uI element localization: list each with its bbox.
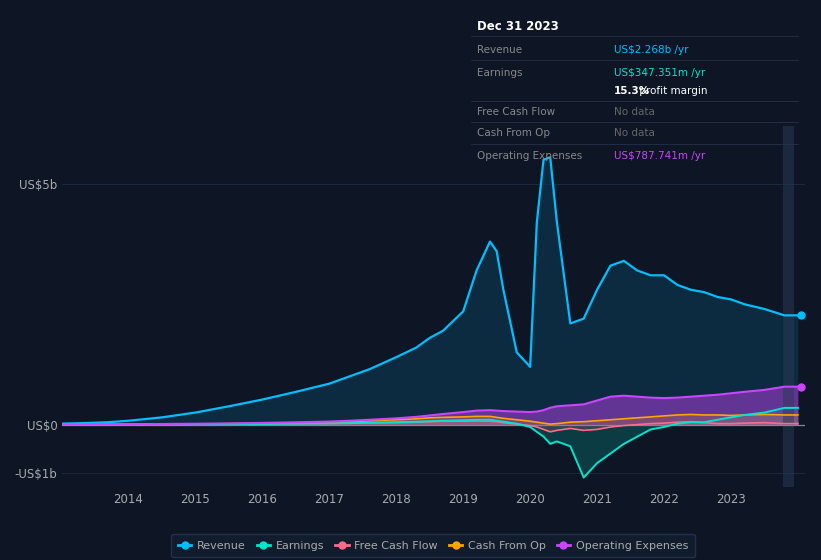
Text: Dec 31 2023: Dec 31 2023 — [478, 20, 559, 33]
Text: US$2.268b /yr: US$2.268b /yr — [614, 44, 688, 54]
Text: US$787.741m /yr: US$787.741m /yr — [614, 151, 705, 161]
Text: Cash From Op: Cash From Op — [478, 128, 551, 138]
Text: Revenue: Revenue — [478, 44, 523, 54]
Text: 15.3%: 15.3% — [614, 86, 650, 96]
Text: No data: No data — [614, 107, 654, 116]
Text: profit margin: profit margin — [636, 86, 708, 96]
Text: US$347.351m /yr: US$347.351m /yr — [614, 68, 705, 78]
Text: Free Cash Flow: Free Cash Flow — [478, 107, 556, 116]
Text: Earnings: Earnings — [478, 68, 523, 78]
Text: No data: No data — [614, 128, 654, 138]
Text: Operating Expenses: Operating Expenses — [478, 151, 583, 161]
Legend: Revenue, Earnings, Free Cash Flow, Cash From Op, Operating Expenses: Revenue, Earnings, Free Cash Flow, Cash … — [172, 534, 695, 558]
